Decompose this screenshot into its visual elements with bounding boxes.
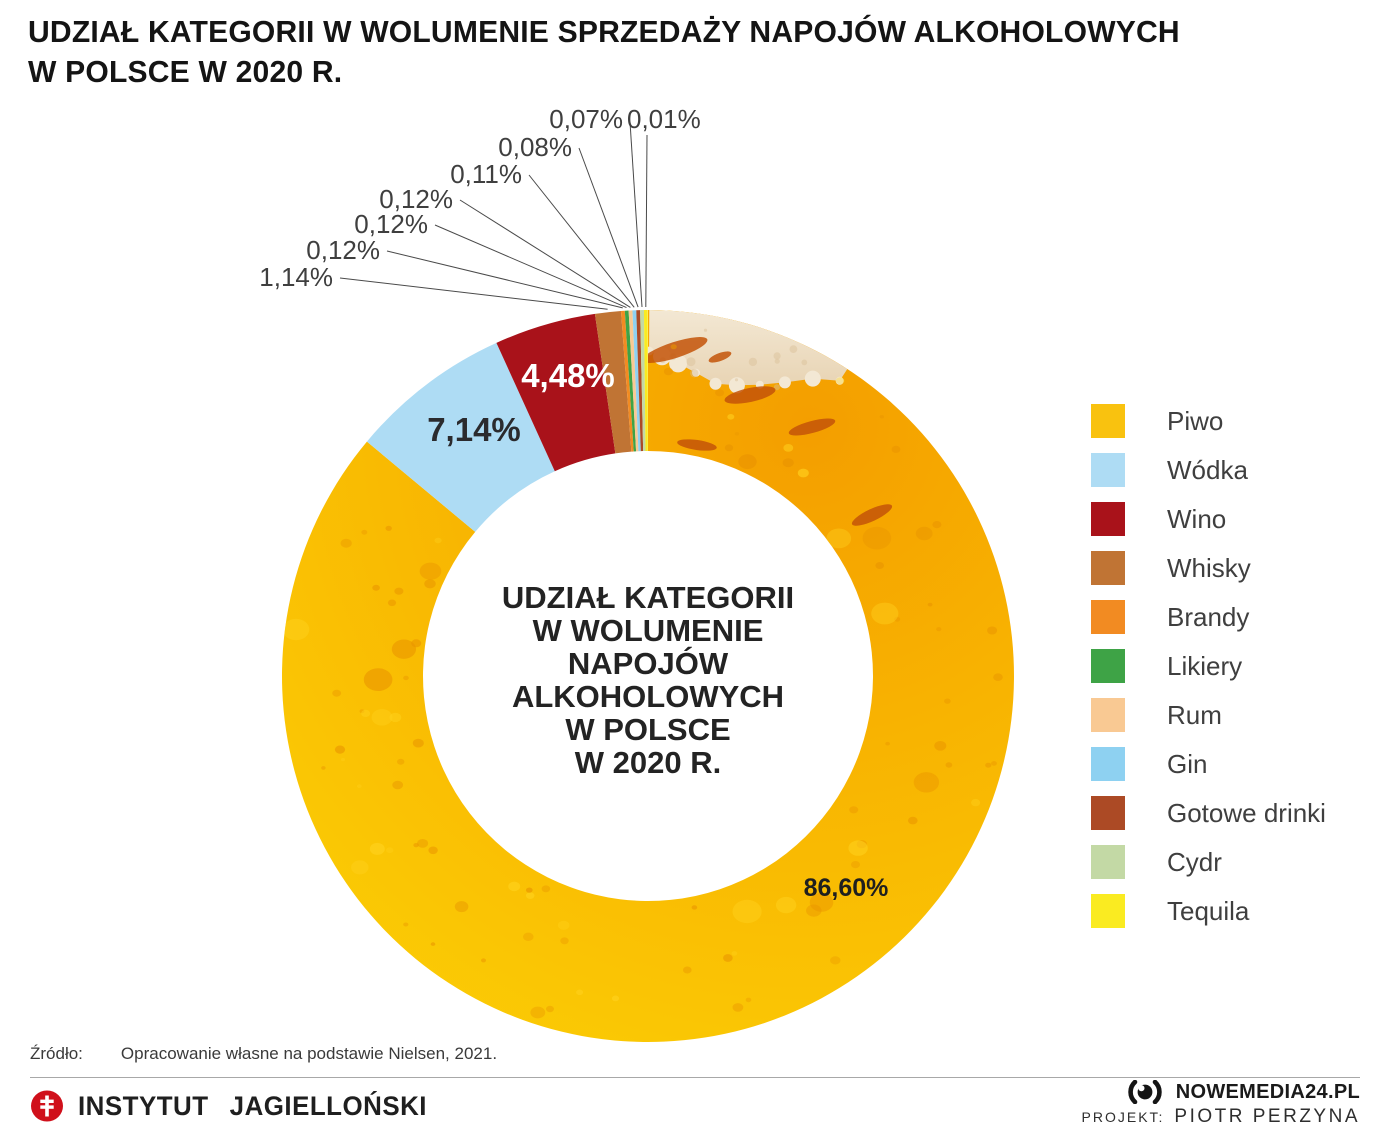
svg-text:W WOLUMENIE: W WOLUMENIE — [533, 613, 764, 648]
slice-label-piwo: 86,60% — [804, 874, 889, 902]
legend-item-rum: Rum — [1091, 698, 1326, 732]
callout-line-whisky — [339, 277, 608, 310]
callout-line-likiery — [434, 224, 627, 309]
slice-label-wino: 4,48% — [521, 357, 615, 394]
legend-item-wódka: Wódka — [1091, 453, 1326, 487]
callout-label-rum: 0,12% — [379, 184, 453, 214]
callout-line-gin — [528, 174, 635, 308]
legend-label: Brandy — [1167, 601, 1250, 632]
footer-right: NOWEMEDIA24.PL PROJEKT: PIOTR PERZYNA — [1082, 1080, 1360, 1128]
legend-swatch — [1091, 600, 1125, 634]
svg-text:NAPOJÓW: NAPOJÓW — [568, 645, 729, 681]
slice-brandy — [620, 310, 634, 452]
slice-piwo — [281, 310, 1014, 1042]
legend-swatch — [1091, 551, 1125, 585]
callout-label-whisky: 1,14% — [259, 262, 333, 292]
slice-rum — [628, 310, 639, 452]
legend-item-likiery: Likiery — [1091, 649, 1326, 683]
callout-label-gin: 0,11% — [450, 159, 522, 189]
legend-swatch — [1091, 894, 1125, 928]
donut-chart: 1,14%0,12%0,12%0,12%0,11%0,08%0,07% 0,01%… — [259, 104, 1014, 1042]
source-row: Źródło: Opracowanie własne na podstawie N… — [30, 1044, 497, 1064]
legend-swatch — [1091, 796, 1125, 830]
footer-left: INSTYTUT JAGIELLOŃSKI — [30, 1090, 442, 1122]
svg-text:UDZIAŁ KATEGORII: UDZIAŁ KATEGORII — [502, 580, 794, 615]
legend-item-cydr: Cydr — [1091, 845, 1326, 879]
slice-likiery — [624, 310, 637, 452]
slice-gotowe-drinki — [636, 310, 644, 452]
instytut-jagiellonski-logo-icon — [31, 1090, 63, 1122]
legend-swatch — [1091, 404, 1125, 438]
page-title-line1: UDZIAŁ KATEGORII W WOLUMENIE SPRZEDAŻY N… — [28, 14, 1180, 49]
legend-item-piwo: Piwo — [1091, 404, 1326, 438]
legend-item-tequila: Tequila — [1091, 894, 1326, 928]
callout-line-brandy — [386, 250, 623, 309]
slice-wódka — [366, 342, 555, 532]
legend-item-gotowe-drinki: Gotowe drinki — [1091, 796, 1326, 830]
slice-label-wódka: 7,14% — [427, 411, 521, 448]
svg-text:ALKOHOLOWYCH: ALKOHOLOWYCH — [512, 679, 784, 714]
callout-line-gotowe-drinki — [578, 147, 639, 308]
legend-swatch — [1091, 698, 1125, 732]
legend-label: Piwo — [1167, 405, 1224, 436]
source-text: Opracowanie własne na podstawie Nielsen,… — [120, 1044, 498, 1063]
legend-label: Likiery — [1167, 650, 1243, 681]
callout-label-gotowe-drinki: 0,08% — [498, 132, 572, 162]
legend-label: Tequila — [1167, 895, 1250, 926]
project-label: PROJEKT: — [1081, 1109, 1165, 1125]
slice-gin — [632, 310, 641, 452]
legend-label: Wino — [1167, 503, 1227, 534]
svg-text:W POLSCE: W POLSCE — [565, 712, 730, 747]
legend-swatch — [1091, 747, 1125, 781]
callout-line-rum — [459, 199, 631, 308]
page-title-line2: W POLSCE W 2020 R. — [28, 54, 343, 89]
legend-swatch — [1091, 453, 1125, 487]
beer-texture — [282, 310, 1003, 1019]
legend-label: Wódka — [1167, 454, 1248, 485]
legend-swatch — [1091, 649, 1125, 683]
nowemedia-eye-logo-icon — [1128, 1080, 1162, 1104]
project-name: PIOTR PERZYNA — [1174, 1106, 1360, 1127]
legend-label: Rum — [1167, 699, 1222, 730]
legend-swatch — [1091, 845, 1125, 879]
legend-label: Whisky — [1167, 552, 1251, 583]
legend-item-brandy: Brandy — [1091, 600, 1326, 634]
svg-text:W 2020 R.: W 2020 R. — [575, 745, 721, 780]
callout-line-cydr — [629, 121, 643, 308]
legend-label: Cydr — [1167, 846, 1222, 877]
slice-whisky — [594, 311, 632, 454]
callout-label-cydr: 0,07% — [549, 104, 623, 134]
institute-name: INSTYTUT JAGIELLOŃSKI — [78, 1090, 427, 1121]
legend-item-gin: Gin — [1091, 747, 1326, 781]
legend-swatch — [1091, 502, 1125, 536]
chart-legend: Piwo Wódka Wino Whisky Brandy Likiery Rum Gin Go… — [1091, 404, 1326, 943]
callout-label-tequila: 0,01% — [627, 104, 701, 134]
source-label: Źródło: — [30, 1044, 83, 1063]
callout-label-brandy: 0,12% — [306, 235, 380, 265]
callout-label-likiery: 0,12% — [354, 209, 428, 239]
callout-line-tequila — [645, 134, 648, 308]
legend-label: Gotowe drinki — [1167, 797, 1326, 828]
slice-tequila — [643, 310, 648, 452]
slice-cydr — [640, 310, 646, 452]
page-title: UDZIAŁ KATEGORII W WOLUMENIE SPRZEDAŻY N… — [28, 12, 1180, 92]
legend-item-wino: Wino — [1091, 502, 1326, 536]
footer-divider — [30, 1077, 1360, 1078]
slice-wino — [496, 313, 616, 472]
legend-label: Gin — [1167, 748, 1208, 779]
legend-item-whisky: Whisky — [1091, 551, 1326, 585]
site-name: NOWEMEDIA24.PL — [1175, 1080, 1360, 1103]
